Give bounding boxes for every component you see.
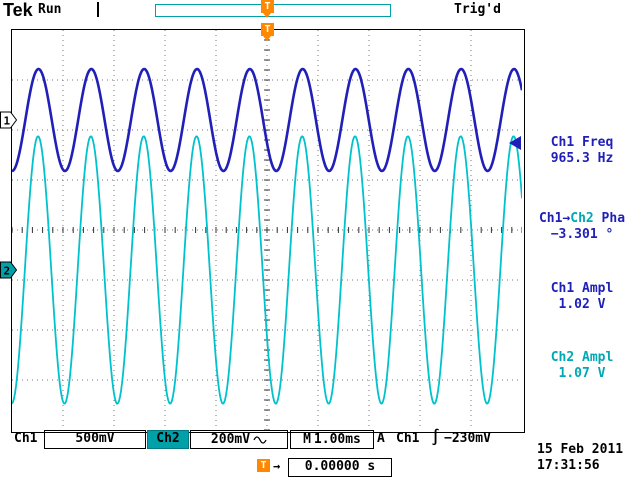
measurement-phase-label: Ch1→Ch2 Pha	[524, 211, 640, 227]
date-readout: 15 Feb 2011	[537, 442, 624, 457]
ch2-label-badge: Ch2	[147, 430, 189, 449]
ch1-marker-label: 1	[4, 115, 11, 128]
measurement-ch1-ampl-label: Ch1 Ampl	[550, 281, 614, 296]
trigger-position-pointer-icon	[263, 13, 271, 18]
ch1-label: Ch1	[14, 431, 38, 446]
trigger-position-marker-icon: T	[261, 0, 274, 13]
trigger-time-pointer-icon	[263, 36, 271, 41]
tek-logo: Tek	[3, 0, 33, 20]
ch2-scale-value: 200mV	[210, 432, 251, 447]
trigger-status: Trig'd	[454, 2, 501, 17]
phase-label-suffix: Pha	[593, 211, 626, 226]
ch2-scale-readout: 200mV	[190, 430, 288, 449]
waveform-ch1	[11, 67, 524, 173]
waveform-ch2	[11, 135, 523, 405]
header-divider	[97, 2, 99, 17]
trigger-slope-icon: ∫	[431, 428, 441, 446]
phase-label-ch1: Ch1→	[538, 211, 571, 226]
footer-arrow-icon: →	[273, 459, 281, 473]
trigger-time-marker-icon: T	[261, 23, 274, 36]
measurement-ch1-ampl-value: 1.02 V	[558, 297, 606, 312]
ch1-scale-readout: 500mV	[44, 430, 146, 449]
measurement-ch2-ampl-label: Ch2 Ampl	[550, 350, 614, 365]
measurement-ch1-freq-label: Ch1 Freq	[550, 135, 614, 150]
trigger-level-readout: −230mV	[444, 431, 491, 446]
waveform-display	[11, 29, 524, 431]
phase-label-ch2: Ch2	[570, 211, 594, 226]
graticule	[11, 29, 525, 433]
time-readout: 17:31:56	[537, 458, 600, 473]
measurement-ch1-freq-value: 965.3 Hz	[550, 151, 614, 166]
ac-coupling-icon	[253, 435, 267, 444]
timebase-value: 1.00ms	[313, 432, 361, 447]
footer-trigger-marker-icon: T	[257, 459, 270, 472]
ch2-marker-label: 2	[4, 265, 11, 278]
ch1-position-marker: 1	[0, 111, 18, 129]
timebase-readout: M 1.00ms	[290, 430, 374, 449]
trigger-source-label: Ch1	[396, 431, 420, 446]
ch2-position-marker: 2	[0, 261, 18, 279]
timebase-label: M	[303, 432, 311, 447]
trigger-position-readout: 0.00000 s	[288, 458, 392, 477]
measurement-ch2-ampl-value: 1.07 V	[558, 366, 606, 381]
trigger-mode-label: A	[377, 431, 385, 446]
measurement-phase-value: −3.301 °	[550, 227, 614, 242]
acquisition-status: Run	[38, 2, 62, 17]
trigger-level-arrow-icon	[509, 136, 521, 150]
